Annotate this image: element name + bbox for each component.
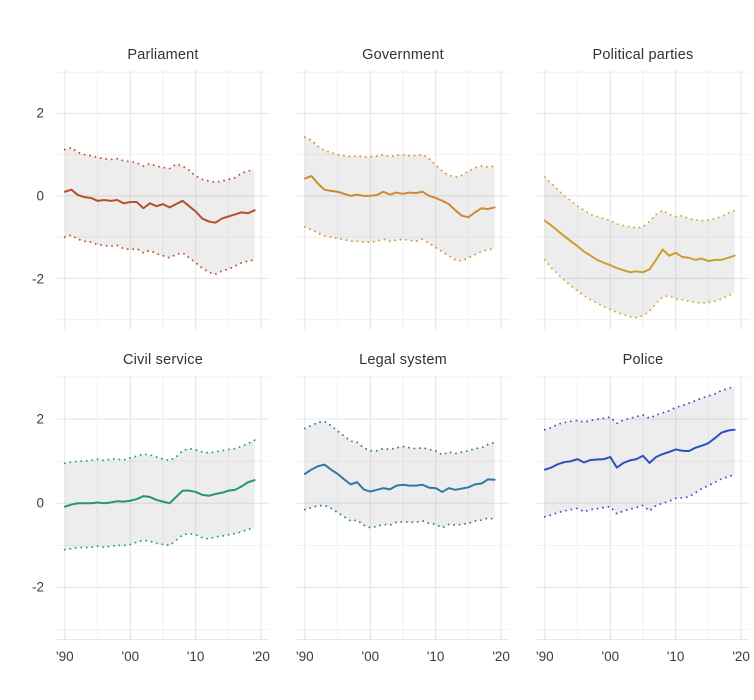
panel-title-parliament: Parliament bbox=[127, 47, 199, 63]
x-tick-label-10: '10 bbox=[186, 649, 205, 664]
civil-service-chart bbox=[57, 375, 269, 640]
title-cell-political-parties: Political parties bbox=[537, 0, 749, 70]
legal-system-chart bbox=[297, 375, 509, 640]
panel-police bbox=[537, 375, 749, 640]
x-tick-label-10: '10 bbox=[666, 649, 685, 664]
panel-title-political-parties: Political parties bbox=[592, 47, 694, 63]
x-tick-label-00: '00 bbox=[121, 649, 140, 664]
title-cell-parliament: Parliament bbox=[57, 0, 269, 70]
y-tick-label-0: 0 bbox=[36, 188, 44, 204]
title-cell-government: Government bbox=[297, 0, 509, 70]
x-tick-label-20: '20 bbox=[252, 649, 270, 664]
x-tick-label-90: '90 bbox=[296, 649, 314, 664]
panel-title-civil-service: Civil service bbox=[123, 352, 203, 368]
title-cell-civil-service: Civil service bbox=[57, 330, 269, 375]
y-tick-label-2: 2 bbox=[36, 411, 44, 427]
panel-political-parties bbox=[537, 70, 749, 330]
spacer bbox=[0, 330, 57, 375]
title-cell-legal-system: Legal system bbox=[297, 330, 509, 375]
x-axis-col3: '90 '00 '10 '20 bbox=[536, 640, 750, 700]
panel-title-legal-system: Legal system bbox=[359, 352, 447, 368]
panel-government bbox=[297, 70, 509, 330]
x-tick-label-00: '00 bbox=[361, 649, 380, 664]
x-axis-col1: '90 '00 '10 '20 bbox=[56, 640, 270, 700]
panel-legal-system bbox=[297, 375, 509, 640]
panel-title-government: Government bbox=[362, 47, 444, 63]
parliament-chart bbox=[57, 70, 269, 330]
x-tick-label-10: '10 bbox=[426, 649, 445, 664]
panel-civil-service bbox=[57, 375, 269, 640]
police-chart bbox=[537, 375, 749, 640]
x-tick-label-90: '90 bbox=[56, 649, 74, 664]
title-cell-police: Police bbox=[537, 330, 749, 375]
x-tick-label-20: '20 bbox=[492, 649, 510, 664]
y-axis-top-row: 2 0 -2 bbox=[0, 70, 57, 330]
panel-title-police: Police bbox=[622, 352, 664, 368]
x-tick-label-90: '90 bbox=[536, 649, 554, 664]
y-tick-label-2: 2 bbox=[36, 105, 44, 121]
y-axis-bottom-row: 2 0 -2 bbox=[0, 375, 57, 640]
y-tick-label-minus2: -2 bbox=[31, 271, 44, 287]
spacer bbox=[0, 0, 57, 70]
x-axis-col2: '90 '00 '10 '20 bbox=[296, 640, 510, 700]
x-tick-label-20: '20 bbox=[732, 649, 750, 664]
panel-parliament bbox=[57, 70, 269, 330]
spacer bbox=[0, 640, 57, 700]
y-tick-label-0: 0 bbox=[36, 495, 44, 511]
government-chart bbox=[297, 70, 509, 330]
political-parties-chart bbox=[537, 70, 749, 330]
x-tick-label-00: '00 bbox=[601, 649, 620, 664]
y-tick-label-minus2: -2 bbox=[31, 579, 44, 595]
